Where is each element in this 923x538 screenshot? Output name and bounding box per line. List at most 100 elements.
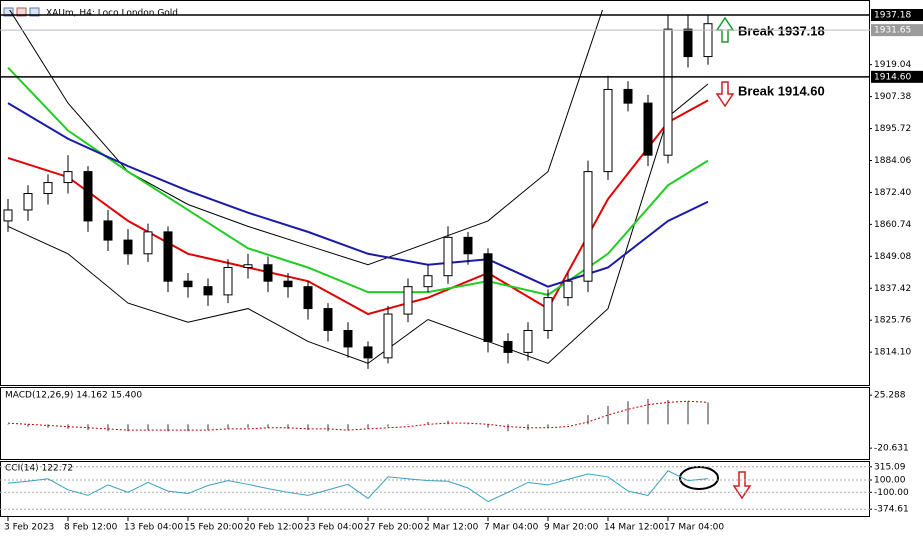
candle-body [643, 102, 653, 156]
histogram-bar [707, 402, 709, 425]
y-tick-label: 25.288 [874, 391, 906, 401]
price-panel [0, 0, 870, 386]
candle-body [523, 329, 533, 353]
annotation: Break 1914.60 [738, 83, 825, 98]
histogram-bar [87, 424, 89, 431]
y-tick-label: 1872.40 [874, 188, 911, 198]
histogram-bar [627, 401, 629, 425]
y-tick-label: 1860.74 [874, 220, 911, 230]
indicator-line [7, 66, 709, 296]
candle-body [423, 275, 433, 288]
histogram-bar [647, 398, 649, 425]
level-tag [871, 70, 923, 83]
histogram-bar [187, 424, 189, 432]
x-tick-label: 3 Feb 2023 [4, 523, 54, 533]
y-tick-label: 1884.06 [874, 156, 911, 166]
level-label: 1914.60 [874, 72, 911, 82]
cci-panel [0, 461, 870, 517]
candle-body [23, 193, 33, 211]
histogram-bar [147, 424, 149, 431]
x-tick-label: 23 Feb 04:00 [304, 523, 363, 533]
candle-body [663, 28, 673, 156]
histogram-bar [47, 424, 49, 428]
y-tick-label: -374.61 [874, 505, 909, 515]
cci-line [7, 470, 709, 503]
candle-body [323, 308, 333, 331]
price-plot [3, 10, 713, 369]
x-tick-label: 9 Mar 20:00 [544, 523, 599, 533]
highlight-ellipse [679, 466, 719, 490]
histogram-bar [27, 424, 29, 427]
candle-body [43, 182, 53, 195]
toolbar-icons [3, 7, 40, 17]
candle-body [383, 313, 393, 359]
histogram-bar [567, 424, 569, 425]
candle-body [183, 280, 193, 288]
x-tick-label: 27 Feb 20:00 [364, 523, 423, 533]
histogram-bar [667, 400, 669, 425]
macd-panel [0, 387, 870, 460]
candle-body [563, 280, 573, 299]
y-tick-label: 315.09 [874, 462, 906, 472]
last-price-tag [871, 24, 923, 37]
histogram-bar [247, 424, 249, 428]
candle-body [123, 239, 133, 255]
candle-body [683, 28, 693, 58]
down-arrow [715, 81, 735, 108]
histogram-bar [347, 424, 349, 431]
histogram-bar [127, 424, 129, 432]
x-tick-label: 14 Mar 12:00 [604, 523, 664, 533]
x-tick-label: 8 Feb 12:00 [64, 523, 118, 533]
histogram-bar [467, 423, 469, 425]
candle-body [63, 171, 73, 184]
candle-body [543, 297, 553, 331]
x-tick-label: 20 Feb 12:00 [244, 523, 303, 533]
histogram-bar [427, 422, 429, 425]
macd-title: MACD(12,26,9) 14.162 15.400 [5, 391, 142, 401]
histogram-bar [367, 424, 369, 429]
last-price-label: 1931.65 [874, 26, 911, 36]
indicator-line [7, 99, 709, 316]
candle-body [443, 236, 453, 277]
y-tick-label: 1837.42 [874, 284, 911, 294]
candle-body [303, 286, 313, 310]
cci-title: CCI(14) 122.72 [5, 464, 73, 474]
histogram-bar [607, 405, 609, 425]
histogram-bar [447, 420, 449, 425]
y-tick-label: -100.00 [874, 488, 909, 498]
candle-body [3, 209, 13, 222]
histogram-bar [587, 415, 589, 425]
candle-body [363, 346, 373, 359]
candle-body [163, 231, 173, 282]
candle-body [503, 340, 513, 353]
histogram-bar [547, 424, 549, 428]
x-tick-label: 13 Feb 04:00 [124, 523, 183, 533]
x-tick-label: 7 Mar 04:00 [484, 523, 539, 533]
candle-body [483, 253, 493, 342]
candle-body [223, 266, 233, 296]
candle-body [263, 264, 273, 282]
candle-body [103, 220, 113, 241]
y-tick-label: 1895.72 [874, 124, 911, 134]
x-tick-label: 15 Feb 20:00 [184, 523, 243, 533]
chart-title: XAUm, H4: Loco London Gold [46, 9, 178, 19]
candle-body [703, 23, 713, 58]
histogram-bar [207, 424, 209, 431]
histogram-bar [487, 424, 489, 428]
candle-body [603, 88, 613, 173]
histogram-bar [527, 424, 529, 431]
candle-body [203, 286, 213, 296]
candle-body [243, 264, 253, 268]
x-tick-label: 2 Mar 12:00 [424, 523, 479, 533]
candle-body [583, 171, 593, 282]
histogram-bar [307, 424, 309, 431]
y-tick-label: 1814.10 [874, 348, 911, 358]
y-tick-label: 1825.76 [874, 316, 911, 326]
y-tick-label: 1849.08 [874, 252, 911, 262]
histogram-bar [107, 424, 109, 432]
histogram-bar [267, 424, 269, 428]
candle-body [283, 280, 293, 288]
candle-body [83, 171, 93, 222]
